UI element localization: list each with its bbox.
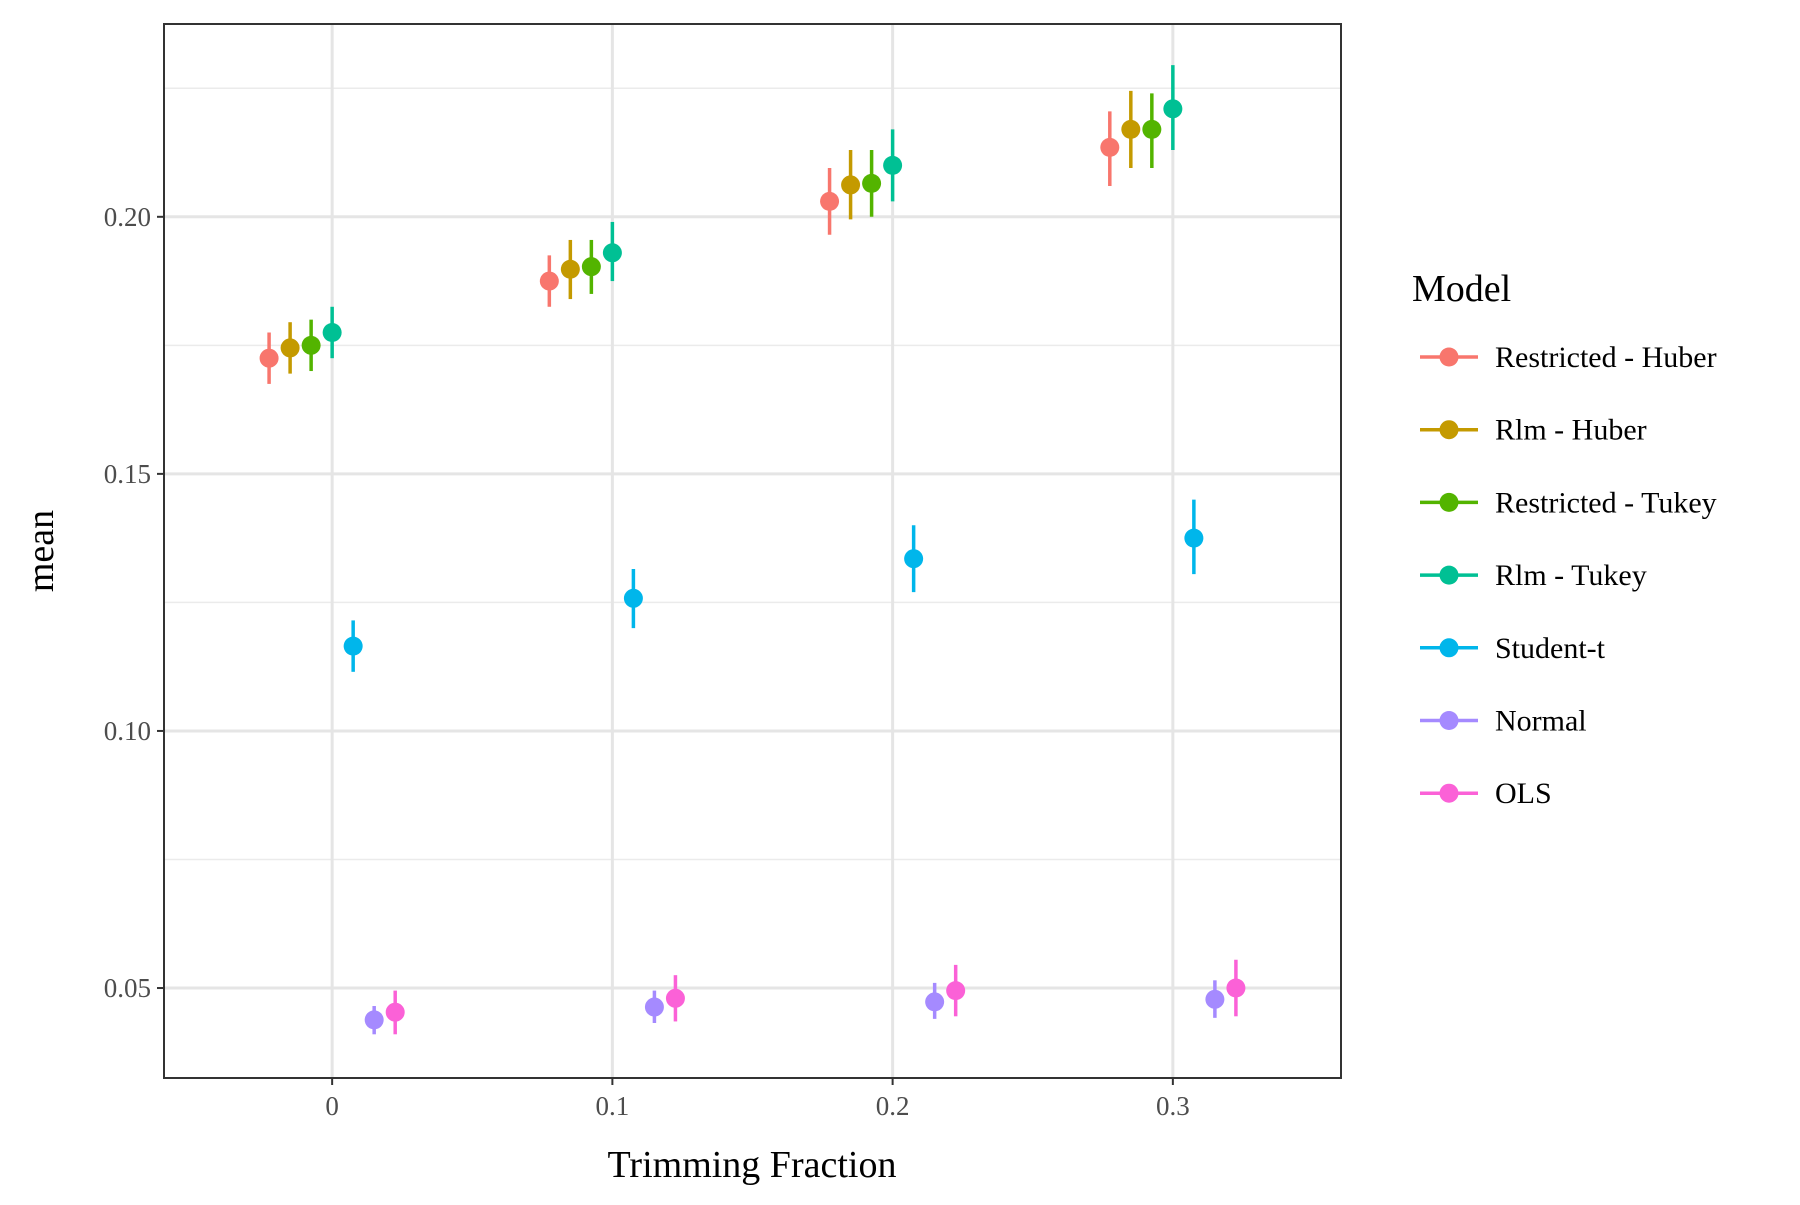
- y-tick-label: 0.20: [104, 202, 151, 232]
- plot-border: [163, 23, 1342, 1079]
- data-point: [883, 155, 903, 175]
- plot-background: [164, 24, 1341, 1078]
- data-point: [665, 988, 685, 1008]
- data-point: [280, 338, 300, 358]
- data-point: [1121, 119, 1141, 139]
- legend-label: Normal: [1495, 705, 1587, 738]
- data-point: [560, 259, 580, 279]
- legend-label: Student-t: [1495, 632, 1606, 665]
- data-point: [602, 243, 622, 263]
- legend-item: Restricted - Huber: [1420, 341, 1717, 374]
- legend-key-point: [1439, 711, 1459, 730]
- series-layer: [259, 65, 1246, 1035]
- data-point: [322, 322, 342, 342]
- data-point: [862, 173, 882, 193]
- data-point: [1205, 989, 1225, 1009]
- data-point: [259, 348, 279, 368]
- legend-key-point: [1439, 783, 1459, 803]
- data-point: [364, 1010, 384, 1030]
- series-rlm-huber: [280, 90, 1141, 374]
- legend-items: Restricted - Huber Rlm - Huber Restricted …: [1420, 341, 1717, 810]
- legend-key-point: [1439, 347, 1459, 367]
- legend-item: Student-t: [1420, 632, 1606, 665]
- series-restricted-huber: [259, 111, 1120, 384]
- legend-label: OLS: [1495, 777, 1552, 810]
- data-point: [581, 257, 601, 277]
- legend-label: Restricted - Huber: [1495, 341, 1717, 374]
- legend-label: Rlm - Tukey: [1495, 559, 1647, 592]
- data-point: [644, 997, 664, 1017]
- data-point: [1100, 137, 1120, 157]
- data-point: [946, 981, 966, 1001]
- legend-item: Restricted - Tukey: [1420, 486, 1717, 519]
- series-student-t: [343, 499, 1204, 672]
- data-point: [904, 549, 924, 569]
- y-tick-label: 0.15: [104, 459, 151, 489]
- x-tick-label: 0: [325, 1091, 339, 1121]
- legend-title: Model: [1412, 268, 1511, 310]
- series-rlm-tukey: [322, 65, 1183, 359]
- data-point: [925, 992, 945, 1012]
- data-point: [343, 636, 363, 656]
- data-point: [385, 1002, 405, 1022]
- data-point: [1142, 119, 1162, 139]
- legend-key-point: [1439, 565, 1459, 585]
- y-tick-label: 0.05: [104, 973, 151, 1003]
- y-axis: 0.05 0.10 0.15 0.20: [104, 202, 164, 1003]
- data-point: [623, 588, 643, 608]
- legend-item: Rlm - Huber: [1420, 414, 1647, 447]
- data-point: [1184, 528, 1204, 548]
- legend-item: Rlm - Tukey: [1420, 559, 1647, 592]
- x-tick-label: 0.2: [876, 1091, 910, 1121]
- data-point: [820, 191, 840, 211]
- x-tick-label: 0.1: [596, 1091, 630, 1121]
- series-ols: [385, 959, 1246, 1035]
- legend-label: Restricted - Tukey: [1495, 486, 1717, 519]
- legend-key-point: [1439, 492, 1459, 512]
- legend-label: Rlm - Huber: [1495, 414, 1647, 447]
- x-tick-label: 0.3: [1156, 1091, 1190, 1121]
- legend-item: Normal: [1420, 705, 1587, 738]
- data-point: [539, 271, 559, 291]
- legend-key-point: [1439, 420, 1459, 440]
- y-axis-title: mean: [20, 510, 62, 592]
- data-point: [1163, 99, 1183, 119]
- x-axis: 0 0.1 0.2 0.3: [325, 1078, 1190, 1121]
- legend-key-point: [1439, 638, 1459, 658]
- data-point: [841, 175, 861, 195]
- legend-item: OLS: [1420, 777, 1552, 810]
- x-axis-title: Trimming Fraction: [608, 1144, 897, 1186]
- series-normal: [364, 980, 1225, 1035]
- data-point: [301, 335, 321, 355]
- series-restricted-tukey: [301, 93, 1162, 372]
- y-tick-label: 0.10: [104, 716, 151, 746]
- data-point: [1226, 978, 1246, 998]
